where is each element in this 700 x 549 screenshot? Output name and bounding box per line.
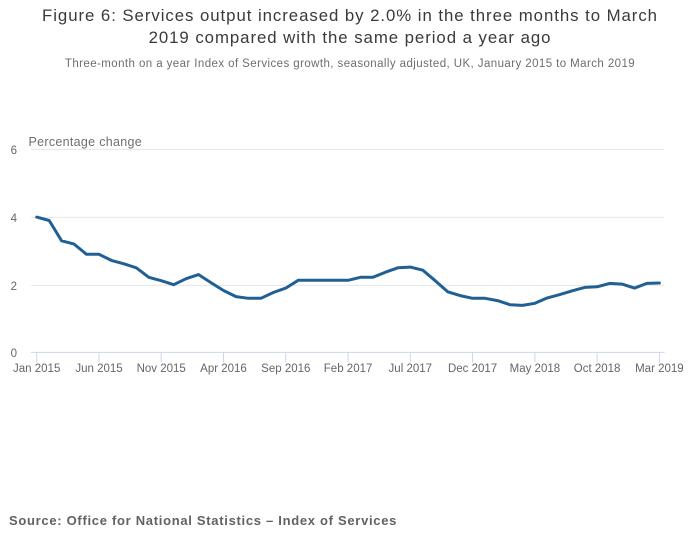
svg-text:May 2018: May 2018	[510, 363, 561, 375]
svg-text:6: 6	[11, 145, 17, 157]
svg-text:2: 2	[11, 281, 17, 293]
svg-text:0: 0	[11, 348, 17, 360]
svg-text:Jun 2015: Jun 2015	[75, 363, 122, 375]
svg-text:Oct 2018: Oct 2018	[574, 363, 621, 375]
svg-text:Apr 2016: Apr 2016	[200, 363, 247, 375]
svg-text:Nov 2015: Nov 2015	[137, 363, 186, 375]
svg-text:Sep 2016: Sep 2016	[261, 363, 310, 375]
svg-text:Feb 2017: Feb 2017	[324, 363, 373, 375]
svg-text:Percentage change: Percentage change	[29, 135, 143, 149]
svg-text:Jul 2017: Jul 2017	[389, 363, 432, 375]
svg-text:Jan 2015: Jan 2015	[13, 363, 60, 375]
svg-text:Dec 2017: Dec 2017	[448, 363, 497, 375]
svg-text:4: 4	[11, 213, 18, 225]
svg-text:Mar 2019: Mar 2019	[635, 363, 684, 375]
